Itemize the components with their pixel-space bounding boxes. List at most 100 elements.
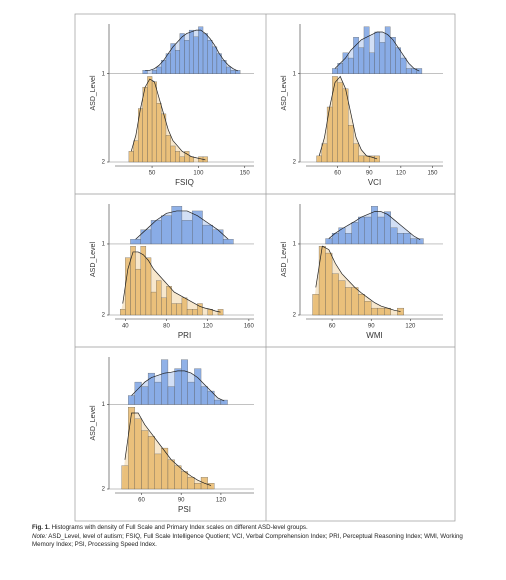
x-axis-label: VCI (368, 178, 381, 187)
histogram-bar (147, 76, 153, 163)
x-tick-label: 60 (329, 324, 336, 330)
histogram-bar (161, 215, 172, 245)
y-tick-label: 2 (293, 160, 297, 166)
y-tick-label: 1 (102, 402, 106, 408)
histogram-bar (150, 291, 157, 316)
x-tick-label: 100 (193, 171, 204, 177)
histogram-bar (338, 280, 346, 316)
histogram-bar (187, 381, 195, 405)
y-tick-label: 1 (293, 242, 297, 248)
histogram-bar (119, 309, 126, 316)
histogram-bar (344, 287, 352, 316)
y-tick-label: 2 (102, 487, 106, 493)
y-axis-label: ASD_Level (281, 75, 288, 110)
histogram-bar (156, 66, 162, 74)
histogram-bar (174, 368, 182, 405)
histogram-bar (416, 238, 424, 245)
density-line (315, 245, 401, 312)
histogram-bar (364, 216, 372, 245)
histogram-bar (200, 386, 208, 405)
histogram-bar (166, 286, 172, 316)
histogram-bar (351, 287, 359, 316)
y-axis-label: ASD_Level (281, 242, 288, 277)
histogram-bar (161, 113, 167, 163)
y-axis-label: ASD_Level (90, 242, 97, 277)
histogram-bar (193, 36, 199, 74)
density-line (130, 78, 206, 161)
histogram-bar (325, 252, 333, 316)
histogram-bar (142, 70, 148, 74)
histogram-bar (179, 33, 185, 74)
histogram-bar (147, 436, 155, 490)
x-tick-label: 120 (203, 324, 214, 330)
histogram-bar (188, 29, 194, 74)
histogram-bar (326, 106, 333, 163)
x-tick-label: 50 (149, 171, 156, 177)
histogram-bar (194, 483, 202, 490)
histogram-bar (176, 303, 183, 316)
histogram-bar (207, 40, 213, 74)
histogram-bar (202, 33, 208, 74)
histogram-bar (369, 52, 375, 74)
histogram-bar (217, 309, 224, 316)
histogram-bar (331, 273, 339, 316)
caption: Fig. 1. Histograms with density of Full … (32, 524, 482, 550)
histogram-bar (197, 303, 203, 316)
histogram-bar (397, 307, 405, 316)
histogram-bar (353, 37, 359, 74)
histogram-bar (170, 43, 176, 74)
histogram-bar (165, 135, 171, 163)
x-axis-label: PSI (178, 505, 191, 514)
histogram-bar (135, 268, 141, 316)
histogram-bar (142, 86, 148, 163)
caption-note: Note: ASD_Level, level of autism; FSIQ, … (32, 533, 482, 550)
x-tick-label: 120 (405, 324, 416, 330)
histogram-bar (181, 359, 188, 405)
histogram-bar (358, 294, 365, 316)
caption-line: Fig. 1. Histograms with density of Full … (32, 524, 482, 533)
histogram-bar (358, 155, 365, 163)
density-line (122, 251, 221, 313)
histogram-bar (198, 26, 204, 74)
x-tick-label: 90 (368, 324, 375, 330)
density-line (318, 75, 378, 160)
histogram-bar (141, 430, 149, 490)
histogram-bar (186, 309, 193, 316)
histogram-bar (214, 399, 222, 405)
histogram-bar (156, 280, 162, 316)
x-tick-label: 60 (334, 171, 341, 177)
histogram-bar (379, 42, 386, 74)
histogram-bar (344, 233, 352, 245)
histogram-bar (151, 70, 157, 74)
histogram-bar (363, 26, 370, 74)
y-tick-label: 2 (102, 313, 106, 319)
histogram-bar (226, 66, 231, 74)
histogram-bar (342, 88, 349, 163)
histogram-bar (145, 257, 152, 316)
histogram-bar (212, 229, 224, 245)
histogram-bar (363, 155, 370, 163)
histogram-bar (184, 40, 190, 74)
histogram-bar (133, 140, 139, 163)
histogram-bar (128, 151, 134, 163)
histogram-bar (141, 386, 149, 405)
note-text: ASD_Level, level of autism; FSIQ, Full S… (32, 532, 463, 549)
histogram-bar (325, 238, 333, 245)
histogram-bar (377, 307, 385, 316)
histogram-bar (154, 381, 162, 405)
histogram-bar (194, 368, 202, 405)
histogram-bar (353, 143, 359, 163)
histogram-bar (175, 50, 181, 74)
histogram-bar (400, 57, 407, 74)
histogram-bar (316, 155, 322, 163)
x-axis-label: WMI (366, 331, 382, 340)
histogram-bar (165, 53, 171, 74)
caption-label: Fig. 1. (32, 524, 50, 531)
histogram-bar (151, 81, 157, 163)
caption-text: Histograms with density of Full Scale an… (51, 524, 308, 531)
histogram-bar (390, 227, 398, 245)
x-tick-label: 90 (366, 171, 373, 177)
histogram-bar (125, 257, 131, 316)
histogram-bar (212, 46, 218, 74)
